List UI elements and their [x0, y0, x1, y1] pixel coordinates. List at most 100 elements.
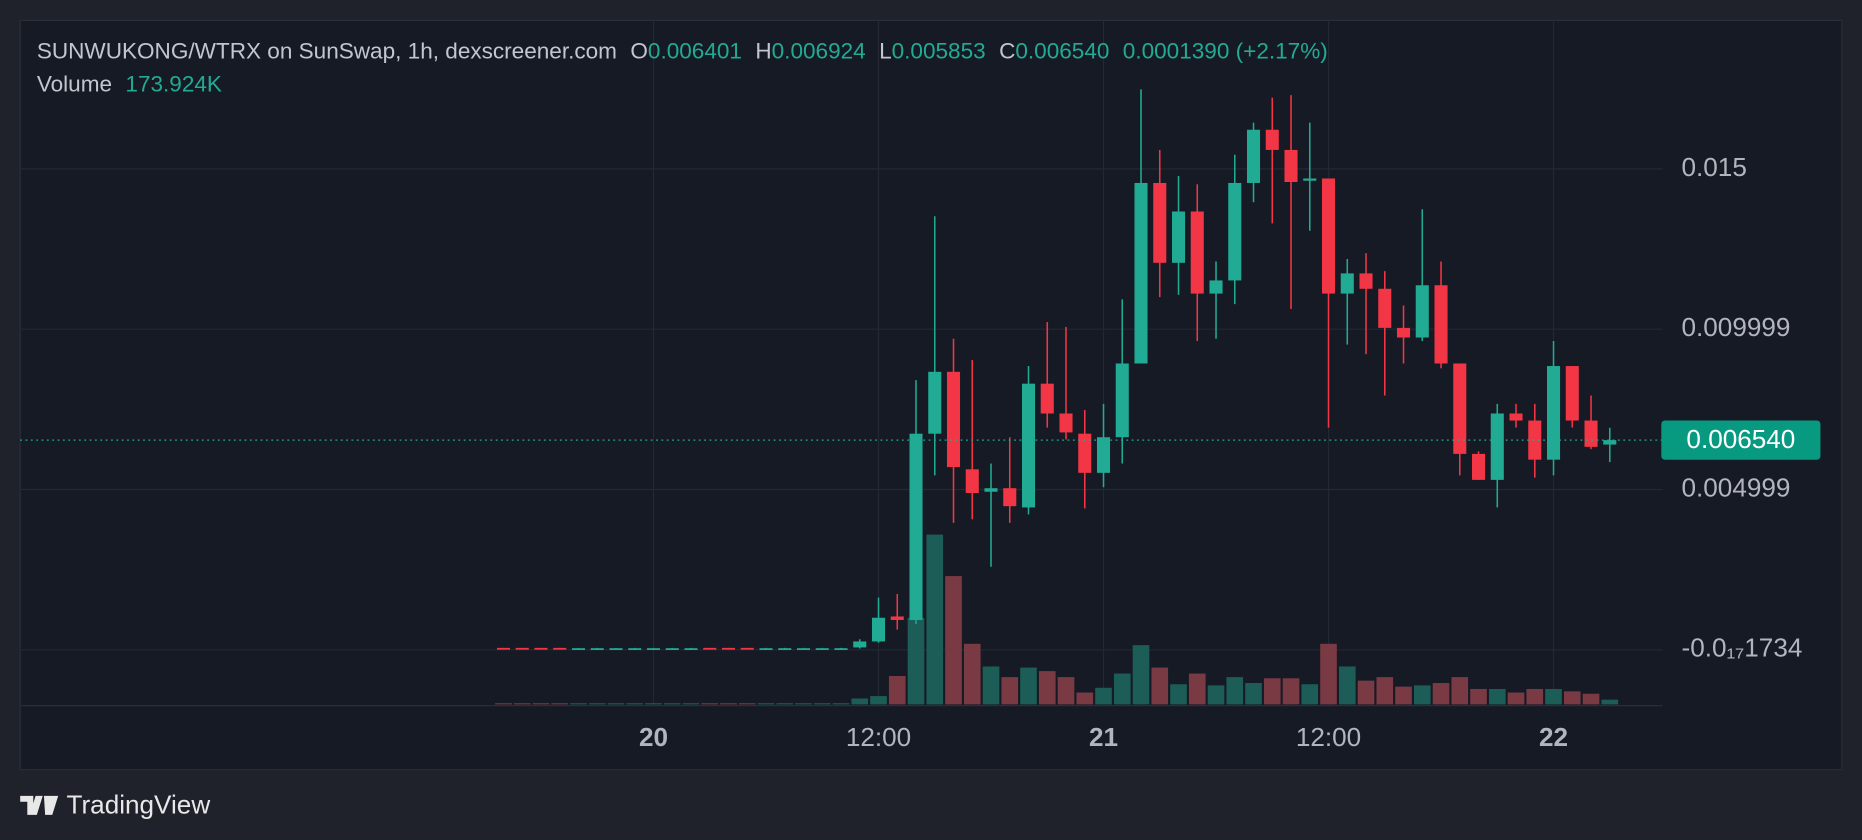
candle-body — [571, 648, 586, 650]
low-value: 0.005853 — [892, 38, 986, 63]
candle-body — [1059, 413, 1073, 433]
y-tick-label: -0.0₁₇1734 — [1682, 633, 1803, 663]
volume-bar — [945, 576, 962, 705]
volume-bar — [1488, 688, 1506, 705]
volume-bar — [1507, 692, 1525, 705]
candle-body — [1153, 182, 1167, 263]
volume-bar — [1320, 643, 1337, 705]
volume-bar — [626, 703, 644, 705]
volume-bar — [1076, 692, 1094, 705]
volume-bar — [982, 666, 1000, 705]
change: 0.0001390 (+2.17%) — [1123, 38, 1328, 63]
volume-bar — [1226, 677, 1244, 705]
volume-bar — [1132, 645, 1150, 705]
candle-body — [1378, 288, 1392, 328]
volume-bar — [1376, 677, 1394, 705]
candle-body — [703, 647, 717, 650]
volume-bar — [1413, 685, 1431, 705]
close-key: C — [999, 38, 1015, 63]
last-price-label: 0.006540 — [1686, 424, 1795, 454]
candle-body — [1359, 273, 1373, 289]
candle-body — [1171, 211, 1186, 263]
legend: SUNWUKONG/WTRX on SunSwap, 1h, dexscreen… — [37, 38, 1328, 63]
y-tick-label: 0.015 — [1682, 152, 1747, 182]
candle-body — [1078, 433, 1092, 473]
candle-body — [1284, 149, 1298, 183]
volume-legend: Volume 173.924K — [37, 72, 222, 97]
candle-body — [1321, 178, 1336, 294]
volume-bar — [570, 703, 587, 705]
candle-body — [1115, 363, 1129, 438]
volume-bar — [495, 703, 512, 705]
volume-bar — [551, 703, 569, 705]
last-price-badge — [1661, 420, 1821, 460]
volume-bar — [870, 696, 887, 705]
candle-body — [1546, 366, 1561, 460]
volume-bar — [1038, 671, 1056, 705]
volume-bar — [926, 534, 944, 705]
volume-bar — [588, 703, 606, 705]
candle-body — [534, 647, 548, 650]
candle-body — [553, 647, 567, 650]
candle-body — [1528, 420, 1542, 460]
candle-body — [1209, 280, 1223, 294]
x-tick-label: 22 — [1539, 722, 1568, 752]
grid — [20, 20, 1663, 706]
volume-bar — [1301, 684, 1319, 705]
high-value: 0.006924 — [772, 38, 866, 63]
volume-bar — [1095, 687, 1112, 705]
candle-body — [609, 648, 623, 650]
x-tick-label: 21 — [1089, 722, 1118, 752]
volume-bar — [1338, 666, 1356, 705]
candle-body — [496, 647, 511, 650]
candle-body — [1603, 440, 1617, 445]
volume-bar — [1020, 667, 1037, 705]
candle-body — [684, 648, 698, 650]
candle-body — [590, 648, 604, 650]
candle-body — [965, 469, 979, 494]
brand-logo: TradingView — [20, 789, 210, 819]
volume-bar — [1188, 673, 1206, 705]
volume-pane — [495, 534, 1619, 705]
volume-bar — [1170, 684, 1187, 705]
volume-key: Volume — [37, 72, 112, 97]
volume-bar — [607, 703, 625, 705]
symbol: SUNWUKONG/WTRX on SunSwap, 1h, dexscreen… — [37, 38, 617, 63]
volume-bar — [1263, 678, 1281, 705]
candle-body — [740, 647, 754, 650]
logo-icon — [20, 795, 59, 815]
candle-body — [1003, 488, 1017, 507]
volume-bar — [1057, 677, 1075, 705]
volume-bar — [1470, 688, 1487, 705]
high-key: H — [755, 38, 771, 63]
volume-bar — [1357, 680, 1375, 705]
volume-bar — [1526, 688, 1544, 705]
candle-body — [1040, 383, 1054, 414]
volume-bar — [1395, 686, 1412, 705]
y-tick-label: 0.004999 — [1682, 472, 1791, 502]
candle-body — [1228, 182, 1242, 281]
candle-body — [759, 648, 773, 650]
volume-bar — [1545, 688, 1562, 705]
volume-bar — [963, 643, 981, 705]
candle-body — [1415, 285, 1429, 338]
volume-bar — [720, 703, 737, 705]
volume-bar — [738, 703, 756, 705]
volume-bar — [663, 703, 681, 705]
x-tick-label: 20 — [639, 722, 668, 752]
volume-bar — [1282, 678, 1300, 705]
volume-bar — [776, 703, 794, 705]
candle-body — [1396, 327, 1411, 338]
candle-body — [815, 648, 829, 650]
candle-body — [646, 648, 661, 650]
volume-bar — [757, 703, 775, 705]
volume-bar — [1245, 683, 1262, 705]
close-value: 0.006540 — [1015, 38, 1109, 63]
candle-body — [928, 371, 942, 434]
x-tick-label: 12:00 — [846, 722, 911, 752]
volume-bar — [1001, 677, 1019, 705]
volume-bar — [532, 703, 550, 705]
volume-bar — [1563, 691, 1581, 705]
volume-bar — [1113, 673, 1131, 705]
